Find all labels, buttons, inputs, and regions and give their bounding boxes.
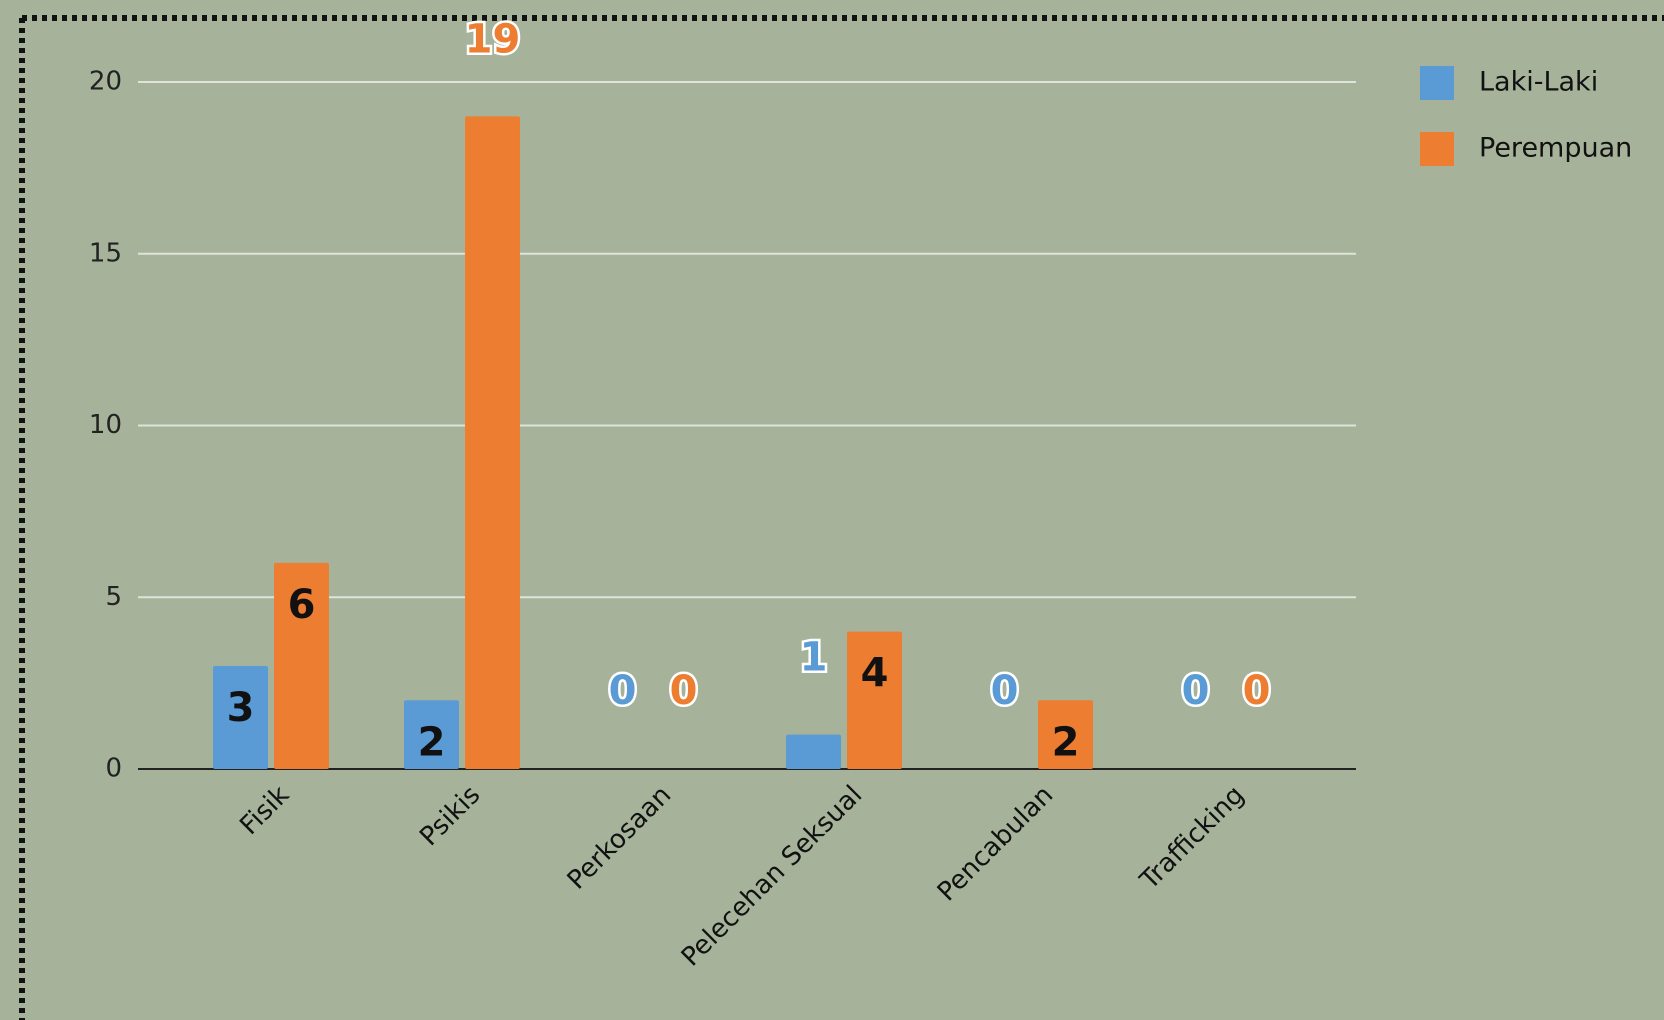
legend-swatch bbox=[1420, 132, 1454, 166]
value-label: 0 bbox=[1243, 668, 1271, 714]
value-label: 2 bbox=[418, 719, 446, 765]
value-label: 1 bbox=[800, 635, 828, 681]
bar bbox=[213, 665, 268, 769]
legend-swatch bbox=[1420, 66, 1454, 100]
bar bbox=[1038, 700, 1093, 769]
value-label: 0 bbox=[670, 668, 698, 714]
bar bbox=[274, 562, 329, 769]
legend-label: Perempuan bbox=[1479, 133, 1632, 164]
y-tick-label: 5 bbox=[105, 582, 122, 612]
y-tick-label: 15 bbox=[89, 238, 122, 268]
value-label: 6 bbox=[288, 582, 316, 628]
bar bbox=[404, 700, 459, 769]
value-label: 3 bbox=[227, 685, 255, 731]
bar bbox=[847, 631, 902, 769]
value-label: 19 bbox=[465, 16, 521, 62]
y-tick-label: 0 bbox=[105, 754, 122, 784]
y-tick-label: 20 bbox=[89, 67, 122, 97]
value-label: 0 bbox=[609, 668, 637, 714]
y-tick-label: 10 bbox=[89, 410, 122, 440]
value-label: 0 bbox=[991, 668, 1019, 714]
value-label: 0 bbox=[1182, 668, 1210, 714]
legend-label: Laki-Laki bbox=[1479, 67, 1598, 98]
bar bbox=[465, 116, 520, 770]
bar bbox=[786, 734, 841, 769]
value-label: 2 bbox=[1052, 719, 1080, 765]
value-label: 4 bbox=[861, 651, 889, 697]
